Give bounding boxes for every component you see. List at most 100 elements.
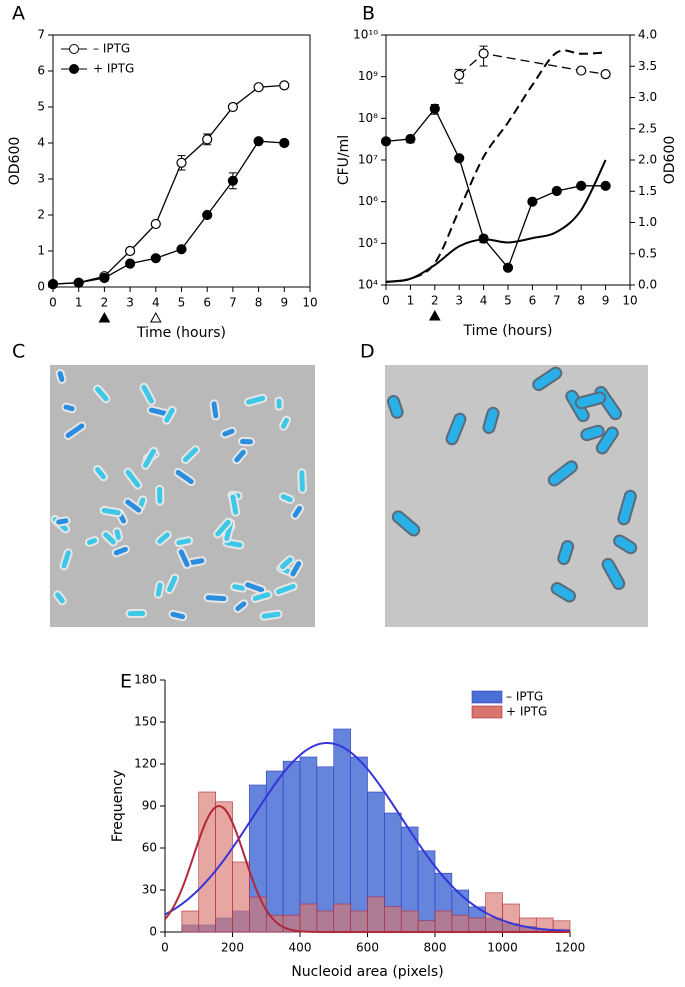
y-tick-label: 10⁹ [358,69,378,83]
nucleoid [178,549,190,568]
histogram-bar [400,910,419,933]
histogram-bar [265,770,284,933]
legend-label: + IPTG [506,705,547,719]
x-tick-label: 400 [289,941,312,955]
series-line [52,140,285,285]
nucleoid [95,386,109,402]
y2-axis-label: OD600 [662,136,678,185]
x-tick-label: 0 [161,941,169,955]
x-tick-label: 4 [152,296,160,310]
point [380,136,392,147]
nucleoid [576,393,605,408]
point [478,48,489,59]
point [99,272,110,284]
point [279,80,290,91]
x-tick-label: 9 [280,296,288,310]
nucleoid [205,595,227,602]
histogram-bar [350,910,368,933]
y2-tick-label: 0.0 [638,278,657,292]
nucleoid [114,529,121,540]
histogram-bar [316,766,335,933]
x-axis-label: Nucleoid area (pixels) [291,964,443,980]
histogram-bar [282,760,301,933]
micrograph-c [50,365,315,627]
point [176,157,187,168]
point [600,180,611,191]
point [600,69,611,80]
y2-tick-label: 1.0 [638,215,657,229]
x-axis-label: Time (hours) [463,323,553,339]
x-tick-label: 0 [382,294,390,308]
nucleoid [280,494,293,503]
nucleoid [232,584,246,591]
nucleoid [619,491,635,524]
nucleoid [176,538,192,546]
histogram-bar [265,914,284,933]
nucleoid [164,407,175,423]
nucleoid [222,428,235,437]
x-tick-label: 1 [75,296,83,310]
legend-label: + IPTG [93,62,134,76]
histogram-bar [417,920,436,933]
fit-curve [164,741,571,933]
x-tick-label: 7 [553,294,561,308]
nucleoid [239,439,253,445]
nucleoid [292,505,303,518]
time-arrow [149,311,162,323]
series-line [458,52,606,76]
nucleoid [549,462,576,485]
histogram-bar [451,914,470,933]
x-tick-label: 200 [221,941,244,955]
x-axis-label: Time (hours) [136,325,226,341]
x-tick-label: 4 [480,294,488,308]
nucleoid [245,582,265,593]
nucleoid [113,546,128,556]
nucleoid [582,426,603,440]
point [176,244,187,255]
nucleoid [234,449,246,463]
point [454,69,465,81]
point [202,209,213,221]
x-tick-label: 3 [455,294,463,308]
legend-label: – IPTG [93,42,130,56]
nucleoid [188,558,205,566]
x-tick-label: 6 [529,294,537,308]
legend-label: – IPTG [506,690,543,704]
y2-tick-label: 0.5 [638,246,657,260]
panel-label: C [12,341,25,363]
nucleoid [552,584,575,601]
panel-label: B [362,3,375,25]
nucleoid [484,408,498,432]
nucleoid [235,601,247,611]
nucleoid [155,582,163,597]
nucleoid [211,401,219,419]
histogram-bar [367,896,385,933]
y2-tick-label: 2.5 [638,121,657,135]
micrograph-d [385,365,648,627]
y-tick-label: 2 [37,208,45,222]
nucleoid [157,532,170,544]
nucleoid [252,592,271,601]
x-tick-label: 0 [49,296,57,310]
point [227,101,238,113]
nucleoid [61,550,71,569]
panel-label: E [120,671,132,693]
nucleoid [103,532,116,545]
y-tick-label: 7 [37,28,45,42]
y-axis-label: CFU/ml [336,135,352,185]
series-line [385,49,606,283]
histogram-bar [333,728,351,933]
fit-curve [164,804,570,933]
x-tick-label: 7 [229,296,237,310]
y-tick-label: 120 [134,757,157,771]
histogram-bar [333,903,351,933]
x-tick-label: 8 [577,294,585,308]
x-tick-label: 2 [101,296,109,310]
y-axis-label: Frequency [110,770,126,842]
nucleoid [534,368,561,390]
y-tick-label: 60 [142,841,157,855]
nucleoid [175,469,194,485]
x-tick-label: 9 [602,294,610,308]
point [502,262,514,273]
